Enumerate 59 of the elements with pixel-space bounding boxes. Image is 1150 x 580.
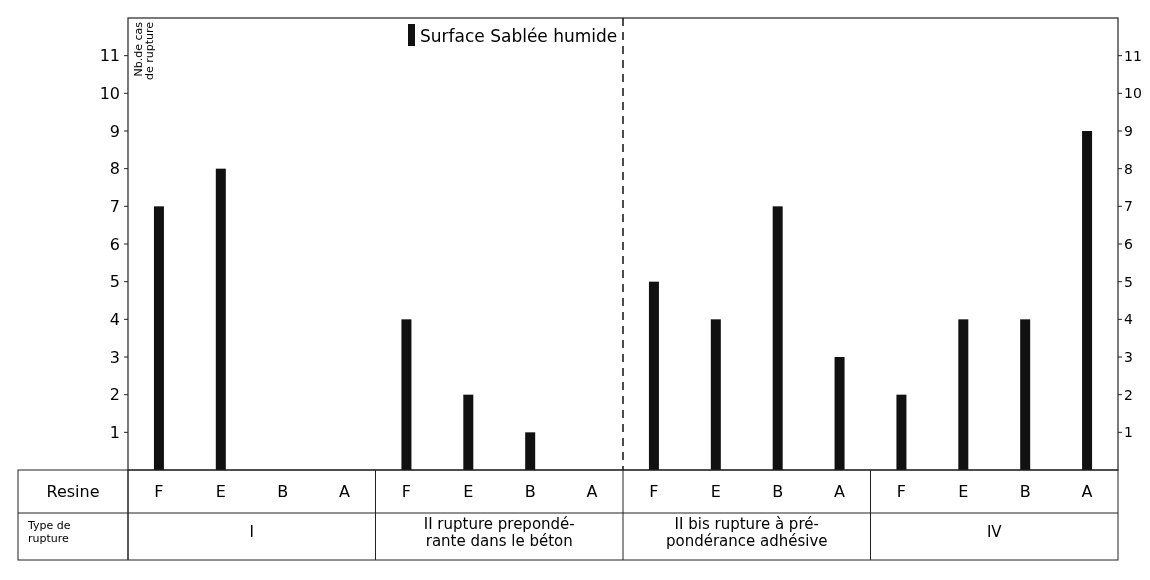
bar: [958, 319, 969, 470]
bar: [648, 281, 659, 470]
bar: [401, 319, 412, 470]
x-tick-label: F: [649, 482, 659, 502]
y-tick-label: 4: [109, 309, 120, 329]
text: II bis rupture à pré- pondérance adhésive: [665, 514, 828, 550]
y-axis-title: Nb.de cas de rupture: [132, 21, 156, 81]
bar: [153, 206, 164, 470]
y2-tick-label: 6: [1124, 235, 1133, 252]
bar: [1020, 319, 1031, 470]
bar: [215, 168, 226, 470]
x-tick-label: B: [772, 482, 784, 502]
y-tick-label: 8: [109, 159, 120, 179]
text: II rupture prepondé- rante dans le béton: [423, 514, 575, 550]
x-tick-label: A: [586, 482, 598, 502]
bar: [525, 432, 536, 470]
y-tick-label: 1: [109, 422, 120, 442]
y2-tick-label: 9: [1124, 122, 1133, 139]
bar: [772, 206, 783, 470]
y2-tick-label: 3: [1124, 348, 1133, 365]
bar: [710, 319, 721, 470]
y2-tick-label: 5: [1124, 273, 1133, 290]
x-tick-label: A: [1081, 482, 1093, 502]
y-tick-label: 11: [99, 46, 120, 66]
y2-tick-label: 8: [1124, 160, 1133, 177]
x-tick-label: A: [339, 482, 351, 502]
x-axis-title: Resine: [46, 482, 100, 502]
x-tick-label: E: [463, 482, 474, 502]
y-tick-label: 5: [109, 272, 120, 292]
y2-tick-label: 10: [1124, 85, 1142, 102]
legend-label: Surface Sablée humide: [420, 26, 618, 46]
x-tick-label: F: [154, 482, 164, 502]
bar: [1082, 131, 1093, 470]
x-tick-label: F: [896, 482, 907, 502]
y-tick-label: 6: [109, 234, 120, 254]
y2-tick-label: 11: [1124, 47, 1142, 64]
bar: [896, 394, 907, 470]
x-tick-label: E: [958, 482, 969, 502]
y2-tick-label: 7: [1124, 198, 1133, 215]
x-tick-label: A: [834, 482, 846, 502]
text: Type de rupture: [27, 519, 71, 545]
y-tick-label: 2: [109, 385, 120, 405]
y2-tick-label: 4: [1124, 311, 1133, 328]
y2-tick-label: 2: [1124, 386, 1133, 403]
y2-tick-label: 1: [1124, 424, 1133, 441]
x-tick-label: E: [710, 482, 721, 502]
y-tick-label: 9: [109, 121, 120, 141]
x-tick-label: B: [524, 482, 536, 502]
text: IV: [986, 522, 1003, 541]
y-tick-label: 3: [109, 347, 120, 367]
x-tick-label: B: [1019, 482, 1031, 502]
y-tick-label: 10: [99, 83, 120, 103]
x-tick-label: F: [401, 482, 412, 502]
y-tick-label: 7: [109, 196, 120, 216]
bar: [463, 394, 474, 470]
bar: [834, 357, 845, 470]
x-tick-label: E: [215, 482, 226, 502]
text: I: [249, 522, 254, 541]
x-tick-label: B: [277, 482, 289, 502]
